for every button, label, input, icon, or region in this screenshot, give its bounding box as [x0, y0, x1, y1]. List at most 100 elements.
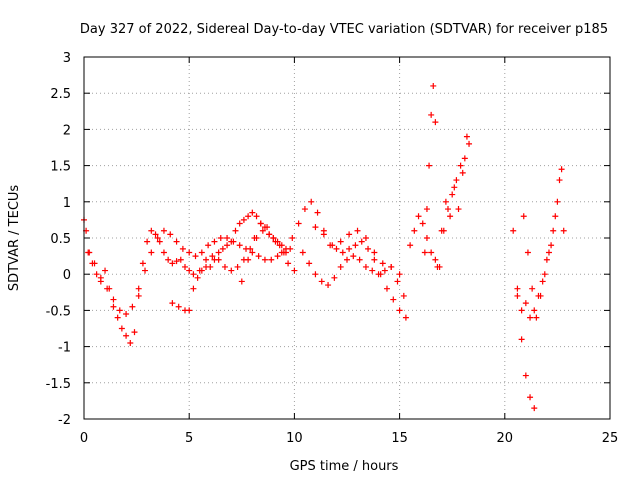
data-point — [423, 235, 430, 241]
data-point — [451, 184, 458, 191]
data-point — [308, 198, 315, 205]
data-point — [333, 245, 340, 252]
series-track-f — [312, 224, 403, 278]
data-point — [247, 245, 254, 252]
data-point — [320, 231, 327, 238]
series-track-h — [421, 82, 439, 256]
data-point — [461, 155, 468, 162]
data-point — [337, 263, 344, 270]
data-point — [396, 307, 403, 314]
series-track-l — [520, 166, 565, 321]
data-point — [291, 267, 298, 274]
data-point — [91, 260, 98, 267]
data-point — [514, 292, 521, 299]
data-point — [274, 253, 281, 260]
data-point — [331, 274, 338, 281]
data-point — [312, 271, 319, 278]
data-point — [520, 213, 527, 220]
data-point — [196, 267, 203, 274]
data-point — [554, 198, 561, 205]
data-point — [245, 256, 252, 263]
axis-ticks — [83, 56, 611, 420]
data-point — [194, 274, 201, 281]
data-point — [110, 303, 117, 310]
data-point — [543, 256, 550, 263]
data-point — [217, 235, 224, 241]
data-point — [144, 238, 151, 245]
data-point — [299, 249, 306, 256]
data-point — [550, 227, 557, 234]
data-point — [434, 263, 441, 270]
data-point — [295, 220, 302, 227]
data-point — [339, 249, 346, 256]
data-point — [114, 314, 121, 321]
data-point — [419, 220, 426, 227]
data-point — [358, 238, 365, 245]
data-point — [287, 245, 294, 252]
data-point — [388, 263, 395, 270]
data-point — [375, 271, 382, 278]
series-track-c — [169, 227, 298, 314]
axis-tick-labels: 0 5 10 15 20 25 -2 -1.5 -1 -0.5 0 0.5 1 1.5 2 2.5 3 — [46, 51, 619, 446]
data-point — [402, 314, 409, 321]
data-point — [190, 285, 197, 292]
data-point — [356, 256, 363, 263]
data-point — [236, 242, 243, 249]
data-point — [510, 227, 517, 234]
data-point — [215, 256, 222, 263]
data-point — [249, 209, 256, 216]
data-point — [306, 260, 313, 267]
data-point — [207, 263, 214, 270]
data-point — [381, 267, 388, 274]
data-point — [453, 177, 460, 184]
data-point — [240, 216, 247, 223]
data-point — [522, 372, 529, 379]
x-tick-label: 5 — [185, 431, 193, 446]
data-point — [541, 271, 548, 278]
data-point — [148, 249, 155, 256]
data-point — [325, 282, 332, 289]
data-point — [186, 267, 193, 274]
data-point — [135, 292, 142, 299]
data-point — [264, 224, 271, 231]
data-point — [160, 227, 167, 234]
data-point — [411, 227, 418, 234]
data-point — [219, 245, 226, 252]
data-point — [249, 249, 256, 256]
data-point — [444, 206, 451, 213]
data-point — [167, 231, 174, 238]
data-point — [276, 242, 283, 249]
data-point — [169, 300, 176, 307]
data-point — [522, 300, 529, 307]
x-tick-label: 25 — [602, 431, 619, 446]
data-point — [118, 325, 125, 332]
data-point — [173, 238, 180, 245]
series-track-b — [85, 227, 294, 318]
x-axis-label: GPS time / hours — [290, 459, 399, 474]
data-point — [173, 258, 180, 265]
data-point — [135, 285, 142, 292]
data-point — [407, 242, 414, 249]
x-tick-label: 10 — [286, 431, 303, 446]
data-point — [186, 307, 193, 314]
series-track-j — [510, 177, 567, 321]
data-point — [282, 249, 289, 256]
data-point — [198, 249, 205, 256]
data-point — [514, 285, 521, 292]
data-point — [527, 394, 534, 401]
data-point — [131, 329, 138, 336]
data-point — [259, 227, 266, 234]
data-point — [466, 140, 473, 147]
data-point — [85, 249, 92, 256]
data-point — [438, 227, 445, 234]
y-tick-label: 3 — [63, 51, 71, 66]
data-point — [383, 285, 390, 292]
data-point — [552, 213, 559, 220]
data-point — [442, 198, 449, 205]
data-point — [365, 245, 372, 252]
data-point — [560, 227, 567, 234]
data-point — [181, 263, 188, 270]
series-track-g — [407, 140, 473, 270]
data-point — [394, 278, 401, 285]
y-tick-label: 0 — [63, 268, 71, 283]
